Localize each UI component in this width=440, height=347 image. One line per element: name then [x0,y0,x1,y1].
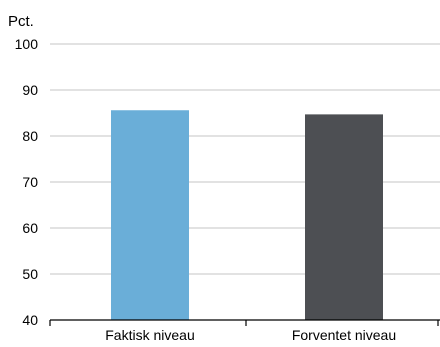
y-tick-label: 60 [22,220,38,236]
x-category-label: Faktisk niveau [105,327,194,343]
bars [111,110,383,321]
y-tick-label: 70 [22,174,38,190]
y-axis-tick-labels: 40 50 60 70 80 90 100 [15,36,39,328]
y-tick-label: 100 [15,36,39,52]
x-category-label: Forventet niveau [292,327,396,343]
bar [305,114,383,320]
bar [111,110,189,321]
y-unit-label: Pct. [8,13,34,30]
y-tick-label: 40 [22,312,38,328]
y-tick-label: 80 [22,128,38,144]
y-tick-label: 90 [22,82,38,98]
y-tick-label: 50 [22,266,38,282]
x-axis [49,319,440,326]
x-axis-category-labels: Faktisk niveau Forventet niveau [105,327,396,343]
